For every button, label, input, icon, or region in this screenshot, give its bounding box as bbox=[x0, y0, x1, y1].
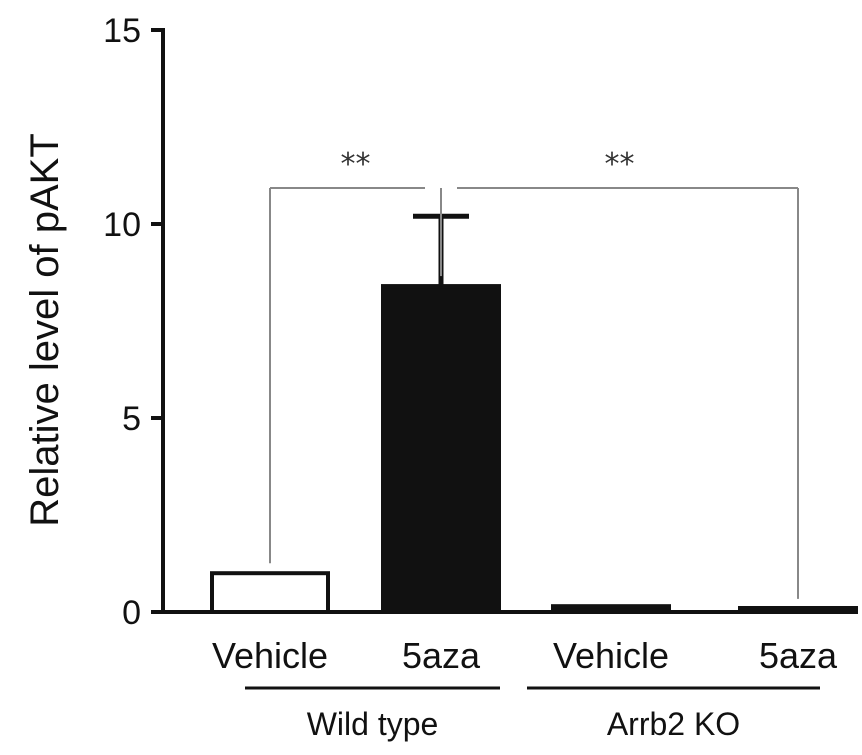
group-labels: Wild type Arrb2 KO bbox=[245, 686, 820, 742]
y-axis-ticks: 0 5 10 15 bbox=[103, 12, 163, 632]
y-tick-label: 10 bbox=[103, 206, 141, 244]
significance-label: ** bbox=[605, 147, 635, 182]
bar bbox=[551, 604, 671, 614]
axes bbox=[161, 28, 855, 614]
bar bbox=[738, 606, 858, 614]
significance-label: ** bbox=[341, 147, 371, 182]
bar bbox=[381, 284, 501, 614]
y-tick-label: 15 bbox=[103, 12, 141, 50]
y-tick-label: 5 bbox=[122, 400, 141, 438]
bar bbox=[210, 571, 330, 615]
group-label: Wild type bbox=[307, 706, 439, 742]
significance-brackets: ** ** bbox=[269, 147, 799, 599]
category-label: 5aza bbox=[402, 635, 481, 676]
category-label: 5aza bbox=[759, 635, 838, 676]
category-label: Vehicle bbox=[553, 635, 669, 676]
bars bbox=[210, 284, 858, 615]
category-label: Vehicle bbox=[212, 635, 328, 676]
category-labels: Vehicle 5aza Vehicle 5aza bbox=[212, 635, 838, 676]
y-tick-label: 0 bbox=[122, 594, 141, 632]
y-axis-title: Relative level of pAKT bbox=[23, 133, 67, 527]
group-label: Arrb2 KO bbox=[607, 706, 740, 742]
